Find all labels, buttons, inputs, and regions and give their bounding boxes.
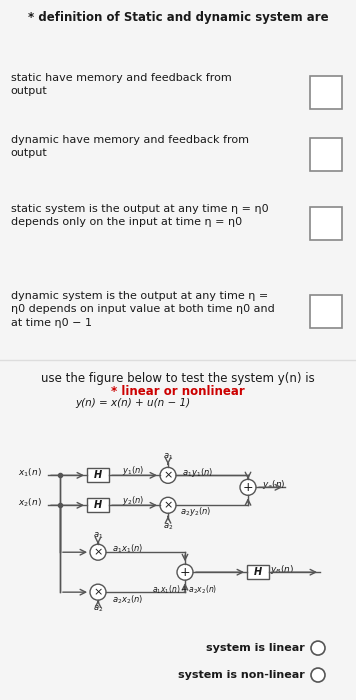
Text: $y_1(n)$: $y_1(n)$: [122, 464, 144, 477]
Text: ×: ×: [163, 470, 173, 480]
Text: +: +: [180, 566, 190, 579]
FancyBboxPatch shape: [310, 139, 342, 171]
Circle shape: [177, 564, 193, 580]
Bar: [87, 498, 109, 512]
Text: use the figure below to test the system y(n) is: use the figure below to test the system …: [41, 372, 315, 386]
Text: ×: ×: [163, 500, 173, 510]
FancyBboxPatch shape: [310, 207, 342, 240]
Text: dynamic have memory and feedback from
output: dynamic have memory and feedback from ou…: [11, 134, 249, 158]
Circle shape: [160, 497, 176, 513]
Text: $a_2$: $a_2$: [93, 603, 103, 614]
Text: static have memory and feedback from
output: static have memory and feedback from out…: [11, 73, 231, 96]
Circle shape: [311, 668, 325, 682]
Text: H: H: [254, 567, 262, 577]
Text: $a_2 y_2(n)$: $a_2 y_2(n)$: [180, 505, 211, 518]
Circle shape: [240, 480, 256, 496]
Text: $a_1 x_1(n) + a_2 x_2(n)$: $a_1 x_1(n) + a_2 x_2(n)$: [152, 583, 218, 596]
Text: $a_2 x_2(n)$: $a_2 x_2(n)$: [112, 594, 143, 606]
Text: $x_2(n)$: $x_2(n)$: [18, 496, 42, 508]
Text: $a_1$: $a_1$: [163, 452, 173, 462]
Text: * linear or nonlinear: * linear or nonlinear: [111, 386, 245, 398]
Text: $a_1 x_1(n)$: $a_1 x_1(n)$: [112, 543, 143, 556]
Text: static system is the output at any time η = η0
depends only on the input at time: static system is the output at any time …: [11, 204, 268, 227]
FancyBboxPatch shape: [310, 295, 342, 328]
Circle shape: [90, 584, 106, 600]
Circle shape: [90, 544, 106, 560]
Bar: [87, 468, 109, 482]
FancyBboxPatch shape: [310, 76, 342, 109]
Text: $y_B(n)$: $y_B(n)$: [270, 563, 294, 575]
Text: $a_1$: $a_1$: [93, 531, 103, 541]
Bar: [247, 565, 269, 579]
Text: ×: ×: [93, 547, 103, 557]
Circle shape: [160, 468, 176, 483]
Text: H: H: [94, 470, 102, 480]
Text: system is non-linear: system is non-linear: [178, 670, 305, 680]
Text: +: +: [243, 481, 253, 493]
Text: dynamic system is the output at any time η =
η0 depends on input value at both t: dynamic system is the output at any time…: [11, 291, 274, 328]
Text: ×: ×: [93, 587, 103, 597]
Text: $a_2$: $a_2$: [163, 522, 173, 532]
Text: y(n) = x(n) + u(n − 1): y(n) = x(n) + u(n − 1): [75, 398, 190, 408]
Text: * definition of Static and dynamic system are: * definition of Static and dynamic syste…: [28, 11, 328, 24]
Circle shape: [311, 641, 325, 655]
Text: $a_1 y_1(n)$: $a_1 y_1(n)$: [182, 466, 213, 479]
Text: $y_a(n)$: $y_a(n)$: [262, 478, 286, 491]
Text: $y_2(n)$: $y_2(n)$: [122, 494, 144, 507]
Text: system is linear: system is linear: [206, 643, 305, 653]
Text: $x_1(n)$: $x_1(n)$: [18, 466, 42, 479]
Text: H: H: [94, 500, 102, 510]
